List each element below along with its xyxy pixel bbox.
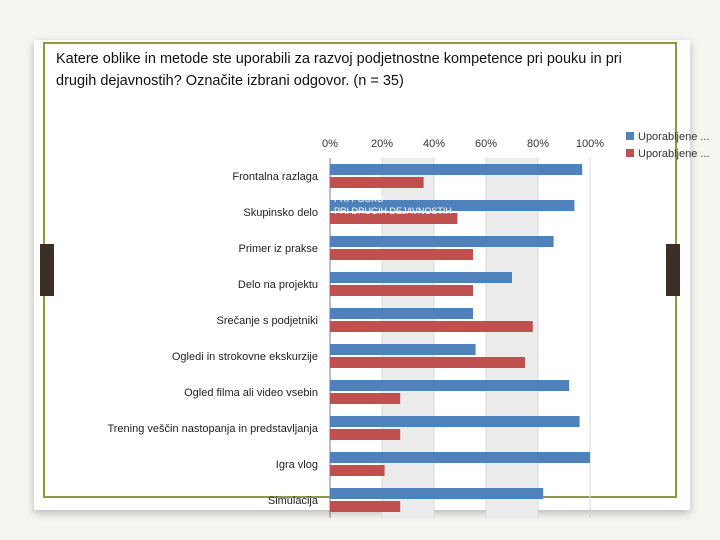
bar-pri-drugih-dejavnostih — [330, 501, 401, 512]
bar-pri-drugih-dejavnostih — [330, 177, 424, 188]
x-tick-label: 40% — [423, 138, 445, 150]
left-tab-decoration — [40, 244, 54, 296]
category-label: Trening veščin nastopanja in predstavlja… — [107, 423, 318, 435]
series-annotation: PRI DRUGIH DEJAVNOSTIH — [334, 206, 452, 216]
legend-swatch — [626, 149, 634, 157]
category-label: Delo na projektu — [238, 279, 318, 291]
category-label: Skupinsko delo — [243, 207, 318, 219]
category-label: Igra vlog — [276, 459, 318, 471]
bar-pri-drugih-dejavnostih — [330, 393, 401, 404]
slide-title: Katere oblike in metode ste uporabili za… — [56, 51, 622, 89]
bar-pri-pouku — [330, 488, 544, 499]
right-tab-decoration — [666, 244, 680, 296]
bar-pri-pouku — [330, 200, 575, 211]
bar-pri-drugih-dejavnostih — [330, 429, 401, 440]
legend-label: Uporabljene ... — [638, 131, 710, 143]
bar-pri-drugih-dejavnostih — [330, 249, 473, 260]
x-tick-label: 80% — [527, 138, 549, 150]
bar-pri-pouku — [330, 416, 580, 427]
grid-band — [486, 158, 538, 518]
bar-pri-pouku — [330, 236, 554, 247]
x-tick-label: 0% — [322, 138, 338, 150]
bar-pri-drugih-dejavnostih — [330, 465, 385, 476]
category-label: Srečanje s podjetniki — [216, 315, 318, 327]
category-label: Simulacija — [268, 495, 319, 507]
bar-pri-drugih-dejavnostih — [330, 321, 533, 332]
category-label: Ogled filma ali video vsebin — [184, 387, 318, 399]
legend-swatch — [626, 132, 634, 140]
bar-pri-pouku — [330, 272, 512, 283]
x-tick-label: 60% — [475, 138, 497, 150]
category-label: Ogledi in strokovne ekskurzije — [172, 351, 318, 363]
category-label: Primer iz prakse — [239, 243, 318, 255]
bar-pri-pouku — [330, 344, 476, 355]
category-label: Frontalna razlaga — [232, 171, 318, 183]
bar-pri-pouku — [330, 308, 473, 319]
bar-pri-pouku — [330, 164, 583, 175]
x-tick-label: 100% — [576, 138, 604, 150]
bar-pri-drugih-dejavnostih — [330, 357, 525, 368]
bar-pri-pouku — [330, 452, 590, 463]
bar-pri-drugih-dejavnostih — [330, 285, 473, 296]
bar-pri-drugih-dejavnostih — [330, 213, 458, 224]
x-tick-label: 20% — [371, 138, 393, 150]
legend-label: Uporabljene ... — [638, 148, 710, 160]
bar-pri-pouku — [330, 380, 570, 391]
series-annotation: PRI POUKU — [334, 194, 384, 204]
